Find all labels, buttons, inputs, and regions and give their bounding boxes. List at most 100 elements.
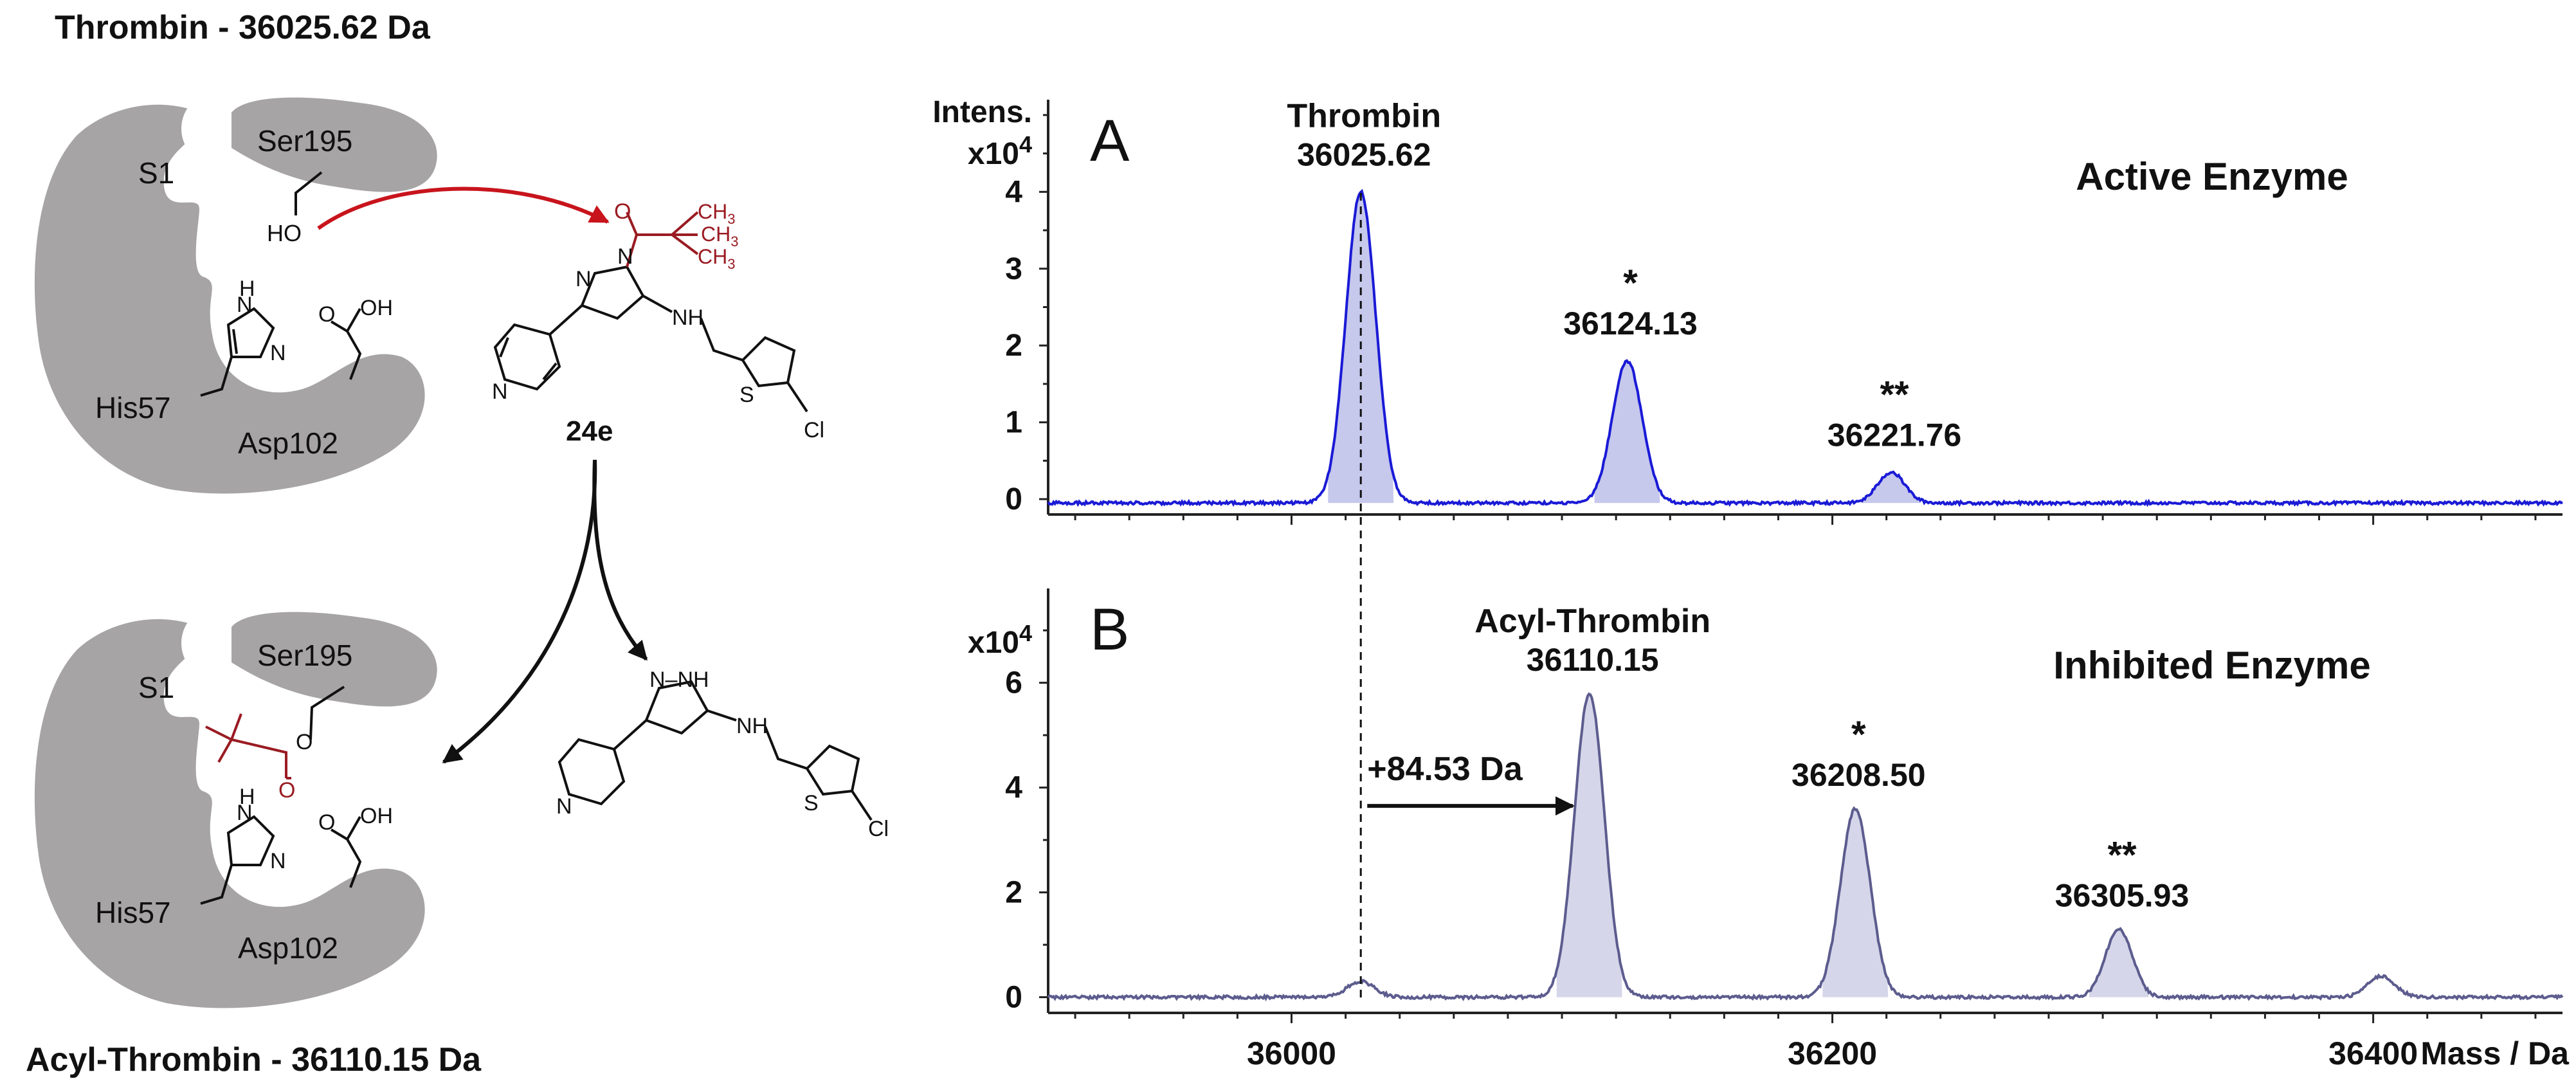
svg-text:CH3: CH3: [698, 245, 735, 272]
acyl-o-top: O: [614, 199, 631, 224]
thiophene-cl-top: Cl: [804, 418, 824, 442]
y-tick-label: 2: [1005, 329, 1022, 363]
imid-n2-top: N: [270, 341, 286, 365]
pyrazole-n2: N: [617, 244, 633, 269]
pyridine-n-bottom: N: [556, 794, 572, 819]
reaction-arrow-to-product: [592, 459, 648, 661]
ch3-c: CH: [698, 245, 727, 268]
imid-n2-bottom: N: [270, 849, 286, 873]
imid-n1-bottom: N: [237, 801, 253, 825]
asp102-label-top: Asp102: [238, 426, 338, 460]
panel-title: Inhibited Enzyme: [2053, 644, 2370, 687]
panel-letter: A: [1090, 108, 1130, 174]
ser-lobe-bottom: [231, 612, 437, 707]
y-scale-base: x10: [968, 626, 1019, 660]
peak-mass-label: 36221.76: [1828, 417, 1962, 453]
ser-lobe-top: [231, 97, 437, 192]
peak-name-label: Acyl-Thrombin: [1474, 603, 1710, 640]
y-scale-exponent: 4: [1019, 131, 1032, 158]
enzyme-body-top: [34, 104, 425, 494]
peak-fill: [1594, 361, 1660, 504]
ch3-labels: CH3 CH3 CH3: [698, 200, 738, 272]
ch3-a-sub: 3: [727, 211, 735, 227]
ch3-c-sub: 3: [727, 256, 735, 272]
spectra: 0123436025.62Thrombin36124.13*36221.76**…: [932, 95, 2570, 1071]
ser-sidechain-top: [295, 171, 323, 215]
panel-title: Active Enzyme: [2076, 155, 2348, 198]
peak-mass-label: 36025.62: [1297, 136, 1431, 172]
compound-24e: [493, 265, 808, 413]
asp-o-top: O: [318, 302, 335, 327]
ser195-label-bottom: Ser195: [257, 639, 352, 672]
y-scale-label: x104: [968, 620, 1032, 660]
ch3-a: CH: [698, 200, 727, 223]
compound-label: 24e: [566, 415, 613, 447]
y-scale-base: x10: [968, 137, 1019, 171]
peak-marker: **: [2107, 835, 2137, 877]
y-tick-label: 0: [1005, 482, 1022, 516]
thiophene-s-top: S: [739, 383, 754, 407]
x-tick-label: 36200: [1788, 1035, 1877, 1071]
x-tick-label: 36400: [2328, 1035, 2418, 1071]
y-tick-label: 3: [1005, 252, 1022, 286]
y-tick-label: 4: [1005, 175, 1022, 209]
svg-text:CH3: CH3: [698, 200, 735, 227]
ser-ho-top: HO: [267, 220, 302, 246]
spectrum-trace: [1047, 692, 2564, 1001]
imid-h-top: H: [239, 277, 255, 301]
ch3-b-sub: 3: [730, 233, 738, 250]
peak-marker: **: [1880, 374, 1909, 415]
asp-oh-top: OH: [360, 296, 393, 320]
panel-letter: B: [1090, 597, 1129, 662]
acyl-thrombin-title: Acyl-Thrombin - 36110.15 Da: [26, 1041, 482, 1078]
reaction-scheme: Thrombin - 36025.62 Da S1 Ser195 His57 A…: [26, 9, 889, 1078]
x-axis-label: Mass / Da: [2420, 1035, 2570, 1071]
amine-nh-top: NH: [672, 305, 703, 330]
imid-h-bottom: H: [239, 785, 255, 809]
peak-mass-label: 36208.50: [1791, 757, 1926, 793]
acyl-thrombin-enzyme-shape: [34, 606, 437, 1008]
thiophene-s-bottom: S: [804, 791, 819, 815]
imidazole-top: [200, 307, 275, 397]
peak-marker: *: [1851, 714, 1866, 756]
enzyme-body-bottom: [34, 619, 425, 1008]
spectrum-trace: [1047, 188, 2563, 507]
peak-mass-label: 36124.13: [1563, 305, 1698, 341]
peak-mass-label: 36305.93: [2055, 878, 2190, 914]
his57-label-top: His57: [95, 391, 171, 424]
peak-fill: [1861, 472, 1921, 504]
amine-nh-bottom: NH: [736, 714, 768, 738]
s1-label-top: S1: [138, 156, 174, 190]
reaction-arrow-to-acyl: [442, 459, 597, 764]
y-tick-label: 6: [1005, 666, 1022, 700]
thrombin-title: Thrombin - 36025.62 Da: [55, 9, 431, 46]
peak-marker: *: [1623, 262, 1638, 304]
y-tick-label: 2: [1005, 876, 1022, 910]
ester-o2-bottom: O: [296, 730, 313, 754]
pyrazole-n1: N: [576, 267, 592, 291]
thiophene-cl-bottom: Cl: [868, 817, 889, 841]
pyrazole-nn-bottom: N–N: [649, 668, 693, 692]
peak-name-label: Thrombin: [1287, 97, 1441, 134]
thrombin-enzyme-shape: [34, 91, 437, 494]
asp102-label-bottom: Asp102: [238, 931, 338, 965]
asp-o-bottom: O: [318, 810, 335, 835]
ser-chain-bottom: [309, 686, 345, 740]
x-tick-label: 36000: [1247, 1035, 1336, 1071]
y-scale-exponent: 4: [1019, 620, 1032, 646]
ester-o-bottom: O: [278, 778, 295, 803]
y-tick-label: 4: [1005, 771, 1022, 805]
released-pyrazole: [558, 680, 873, 821]
his57-label-bottom: His57: [95, 896, 171, 929]
asp-sidechain-top: [330, 308, 362, 380]
peak-fill: [1822, 808, 1889, 997]
y-axis-label: Intens.: [932, 95, 1032, 129]
pyrazole-h-bottom: H: [693, 668, 709, 692]
y-scale-label: x104: [968, 131, 1032, 171]
nucleophilic-attack-arrow: [317, 187, 610, 230]
y-tick-label: 1: [1005, 406, 1022, 440]
s1-label-bottom: S1: [138, 671, 174, 704]
